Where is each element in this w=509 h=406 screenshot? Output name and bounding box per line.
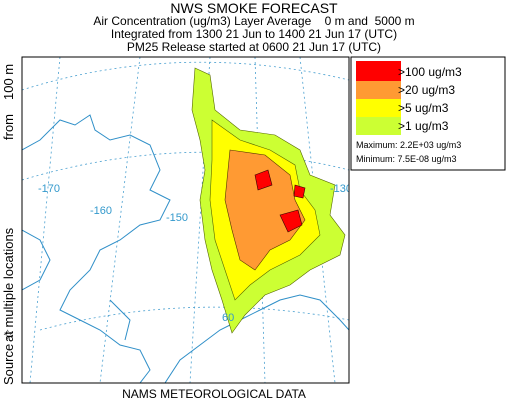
legend: >100 ug/m3 >20 ug/m3 >5 ug/m3 >1 ug/m3 M… [350, 56, 506, 171]
legend-label: >20 ug/m3 [398, 83, 455, 97]
title: NWS SMOKE FORECAST [170, 0, 338, 16]
legend-swatch [356, 99, 401, 117]
subtitle: Integrated from 1300 21 Jun to 1400 21 J… [111, 27, 397, 41]
lon-label: -150 [166, 212, 188, 224]
plume-100 [254, 169, 306, 233]
plume-20 [224, 149, 306, 271]
legend-swatch [356, 81, 401, 99]
subtitle: Air Concentration (ug/m3) Layer Average … [93, 14, 414, 28]
lat-label: 60 [222, 312, 234, 324]
legend-swatch [356, 61, 401, 81]
legend-label: >1 ug/m3 [398, 119, 449, 133]
grid-line [22, 151, 349, 181]
grid-line [22, 61, 349, 91]
coastline [22, 114, 349, 383]
subtitle: PM25 Release started at 0600 21 Jun 17 (… [127, 40, 381, 54]
lon-label: -160 [90, 205, 112, 217]
map: -170 -160 -150 -130 60 [22, 57, 352, 383]
map-frame [21, 56, 350, 384]
lon-label: -130 [330, 183, 352, 195]
side-label: Source ☆ at multiple locations from 100 … [1, 64, 16, 385]
grid-line [254, 57, 266, 383]
height-label: 100 m [1, 64, 16, 100]
legend-max: Maximum: 2.2E+03 ug/m3 [356, 140, 461, 150]
from-label: from [1, 114, 16, 140]
legend-label: >5 ug/m3 [398, 101, 449, 115]
source-label: Source ☆ [1, 329, 16, 385]
legend-label: >100 ug/m3 [398, 65, 462, 79]
legend-min: Minimum: 7.5E-08 ug/m3 [356, 154, 457, 164]
legend-swatch [356, 117, 401, 135]
lon-label: -170 [38, 183, 60, 195]
footer: NAMS METEOROLOGICAL DATA [122, 387, 306, 401]
locations-label: at multiple locations [1, 227, 16, 342]
graticule [22, 57, 349, 383]
grid-line [39, 306, 349, 331]
